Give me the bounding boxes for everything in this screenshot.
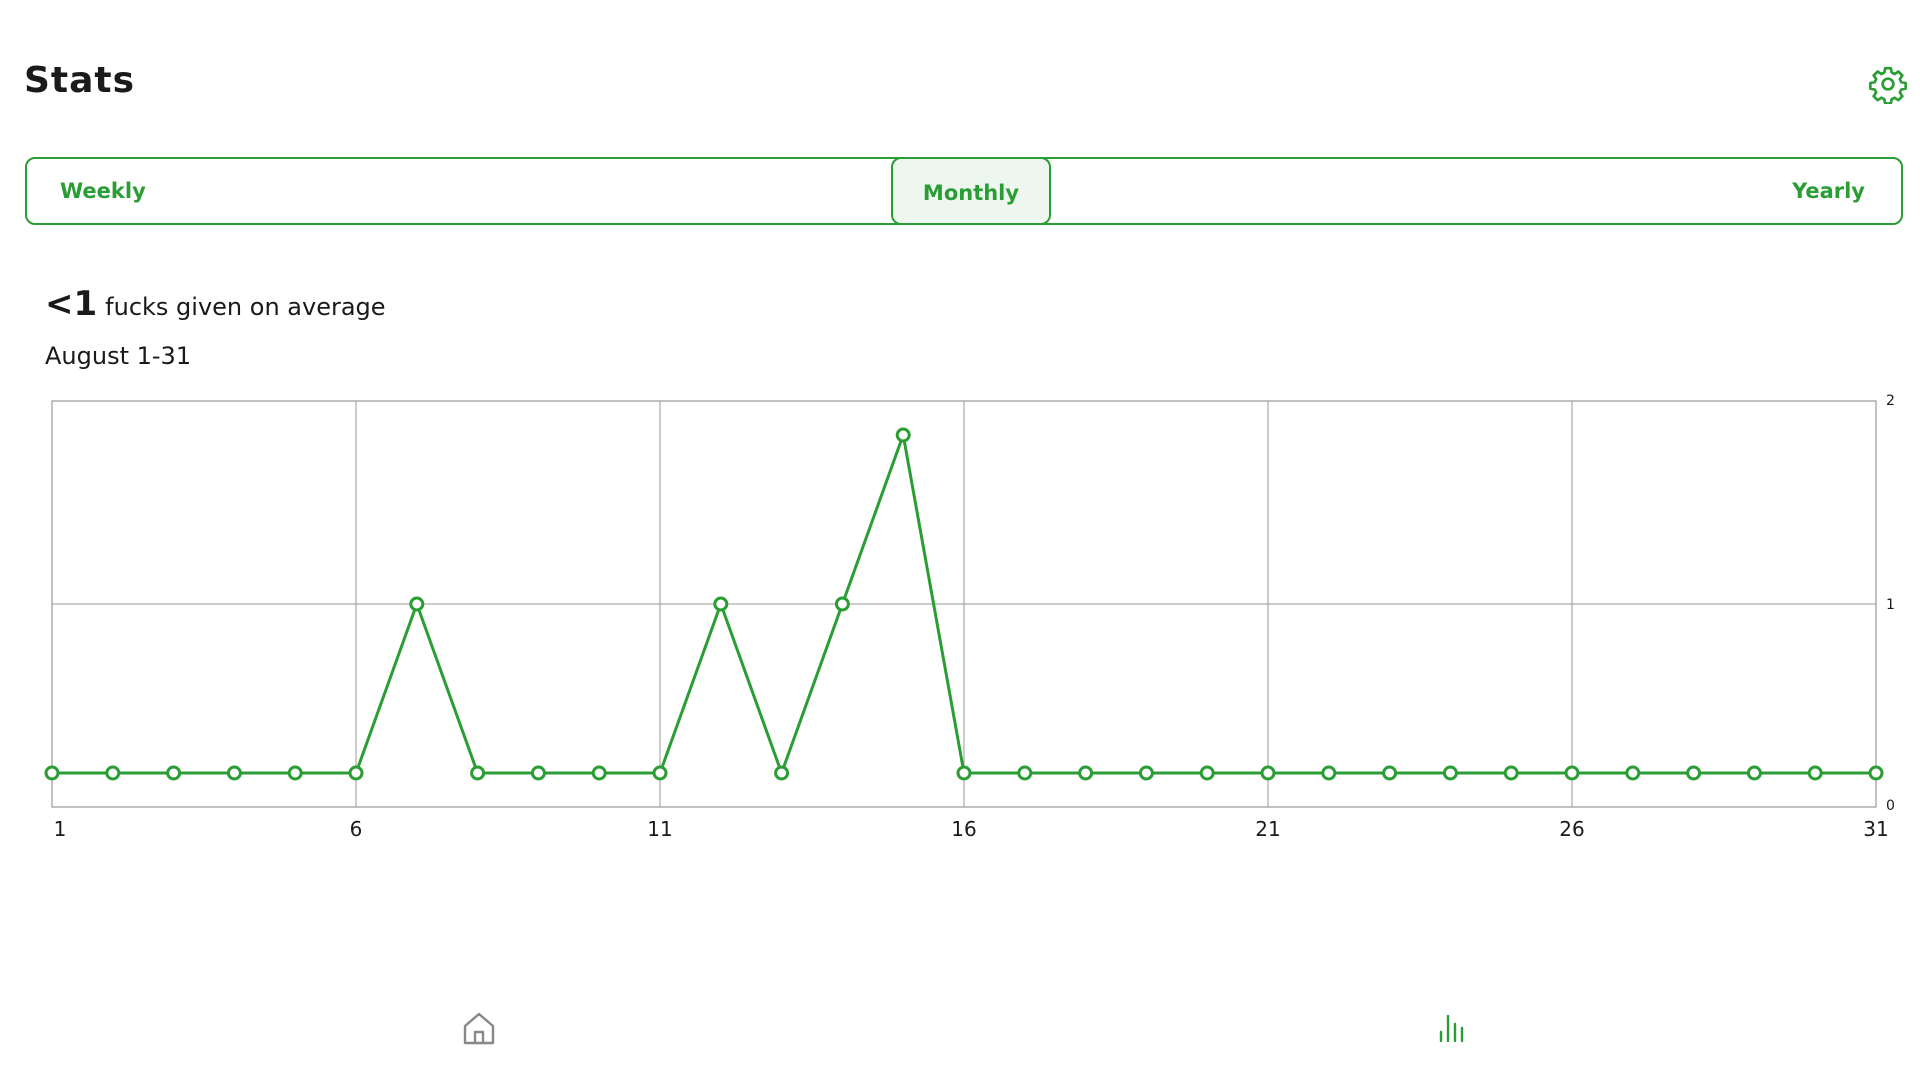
x-tick-label: 31 <box>1863 817 1888 841</box>
gear-icon <box>1869 66 1907 105</box>
data-point <box>1138 765 1154 781</box>
data-point <box>834 596 850 612</box>
data-point <box>1746 765 1762 781</box>
tab-yearly[interactable]: Yearly <box>1792 179 1865 203</box>
y-tick-label: 1 <box>1886 597 1895 613</box>
data-point <box>1503 765 1519 781</box>
data-point <box>652 765 668 781</box>
data-point <box>470 765 486 781</box>
average-summary: <1 fucks given on average <box>45 284 386 324</box>
x-tick-label: 16 <box>951 817 976 841</box>
data-point <box>1625 765 1641 781</box>
data-point <box>1260 765 1276 781</box>
data-point <box>1017 765 1033 781</box>
y-tick-label: 2 <box>1886 393 1895 409</box>
nav-home-button[interactable] <box>455 1004 503 1052</box>
data-point <box>713 596 729 612</box>
y-tick-label: 0 <box>1886 798 1895 814</box>
data-point <box>956 765 972 781</box>
data-point <box>1868 765 1884 781</box>
data-point <box>287 765 303 781</box>
data-point <box>774 765 790 781</box>
x-tick-label: 11 <box>647 817 672 841</box>
data-point <box>1686 765 1702 781</box>
page-title: Stats <box>24 60 136 101</box>
home-icon <box>463 1012 495 1045</box>
data-point <box>409 596 425 612</box>
bar-chart-icon <box>1439 1014 1464 1043</box>
data-point <box>1442 765 1458 781</box>
x-tick-label: 26 <box>1559 817 1584 841</box>
average-label: fucks given on average <box>105 293 386 321</box>
nav-stats-button[interactable] <box>1427 1004 1475 1052</box>
tab-weekly[interactable]: Weekly <box>60 179 146 203</box>
x-tick-label: 21 <box>1255 817 1280 841</box>
period-label: August 1-31 <box>45 342 192 370</box>
period-segmented-control: Weekly Monthly Yearly <box>25 157 1903 225</box>
data-point <box>1382 765 1398 781</box>
data-point <box>530 765 546 781</box>
data-point <box>44 765 60 781</box>
settings-button[interactable] <box>1868 64 1908 105</box>
average-value: <1 <box>45 284 98 324</box>
x-tick-label: 1 <box>54 817 67 841</box>
tab-monthly[interactable]: Monthly <box>891 157 1051 225</box>
data-point <box>591 765 607 781</box>
data-point <box>105 765 121 781</box>
data-point <box>1564 765 1580 781</box>
data-point <box>166 765 182 781</box>
x-tick-label: 6 <box>350 817 363 841</box>
data-point <box>895 427 911 443</box>
data-point <box>226 765 242 781</box>
data-point <box>1807 765 1823 781</box>
data-point <box>1078 765 1094 781</box>
data-point <box>1321 765 1337 781</box>
data-point <box>348 765 364 781</box>
data-point <box>1199 765 1215 781</box>
